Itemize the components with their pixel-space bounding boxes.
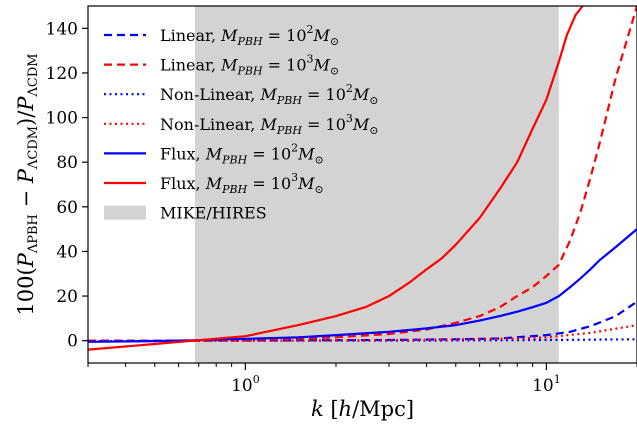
legend-label-5: Flux, MPBH = 103M⊙ (160, 171, 324, 196)
series-line-3 (88, 324, 637, 343)
x-tick-label: 101 (532, 373, 561, 396)
legend-label-3: Non-Linear, MPBH = 103M⊙ (160, 112, 378, 137)
axis-ticks: 0 20 40 60 80 100 120 140 100 101 (46, 19, 637, 396)
y-tick-label: 40 (56, 242, 78, 262)
y-tick-label: 120 (46, 64, 78, 84)
legend-label-1: Linear, MPBH = 103M⊙ (160, 53, 339, 78)
y-tick-label: 80 (56, 153, 78, 173)
series-line-5 (88, 6, 584, 351)
y-tick-label: 100 (46, 109, 78, 129)
shaded-region-mike-hires (194, 6, 559, 363)
plot-area (87, 5, 637, 364)
legend-label-4: Flux, MPBH = 102M⊙ (160, 141, 324, 166)
y-tick-label: 60 (56, 198, 78, 218)
plot-frame (87, 5, 637, 364)
y-tick-label: 0 (67, 332, 78, 352)
legend-patch-mike-hires (104, 205, 146, 220)
legend-label-mike-hires: MIKE/HIRES (160, 204, 267, 223)
legend-label-2: Non-Linear, MPBH = 102M⊙ (160, 82, 378, 107)
legend: Linear, MPBH = 102M⊙ Linear, MPBH = 103M⊙… (104, 23, 378, 223)
legend-label-0: Linear, MPBH = 102M⊙ (160, 23, 339, 48)
x-tick-label: 100 (231, 373, 260, 396)
x-axis-label: k [h/Mpc] (311, 397, 414, 421)
y-axis-label: 100(PΛPBH − PΛCDM)/PΛCDM (14, 53, 41, 315)
series-line-1 (88, 6, 637, 342)
y-tick-label: 140 (46, 19, 78, 39)
y-tick-label: 20 (56, 287, 78, 307)
series-line-4 (88, 228, 637, 343)
